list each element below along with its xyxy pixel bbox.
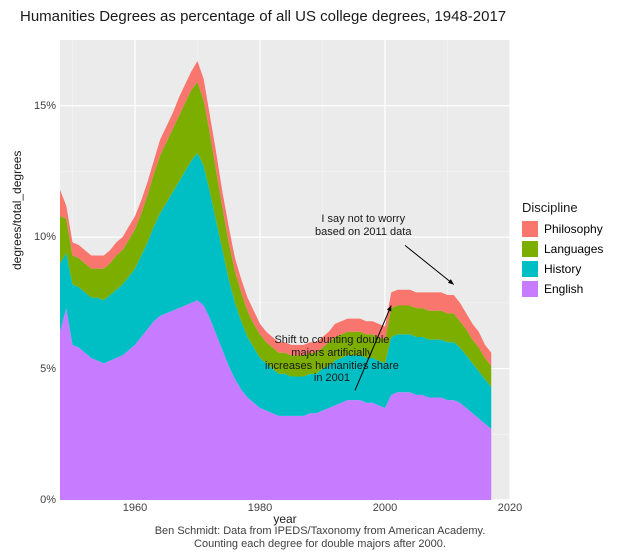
caption-line-1: Ben Schmidt: Data from IPEDS/Taxonomy fr… bbox=[155, 525, 486, 537]
chart-container: Humanities Degrees as percentage of all … bbox=[0, 0, 640, 556]
x-tick: 1960 bbox=[123, 502, 147, 514]
legend-swatch bbox=[522, 281, 538, 297]
y-tick: 0% bbox=[40, 494, 56, 506]
caption-line-2: Counting each degree for double majors a… bbox=[194, 538, 446, 550]
x-tick: 2020 bbox=[498, 502, 522, 514]
x-tick: 1980 bbox=[248, 502, 272, 514]
y-tick: 10% bbox=[34, 231, 56, 243]
legend-item-english: English bbox=[522, 281, 603, 297]
legend-item-philosophy: Philosophy bbox=[522, 221, 603, 237]
legend-label: Philosophy bbox=[544, 222, 603, 236]
area-chart-svg bbox=[60, 40, 510, 500]
legend-swatch bbox=[522, 261, 538, 277]
legend-swatch bbox=[522, 221, 538, 237]
legend-title: Discipline bbox=[522, 200, 603, 215]
x-tick: 2000 bbox=[373, 502, 397, 514]
chart-caption: Ben Schmidt: Data from IPEDS/Taxonomy fr… bbox=[0, 525, 640, 553]
legend-swatch bbox=[522, 241, 538, 257]
chart-title: Humanities Degrees as percentage of all … bbox=[20, 8, 506, 25]
annotation-text: I say not to worrybased on 2011 data bbox=[315, 213, 411, 238]
legend-label: History bbox=[544, 262, 581, 276]
y-tick: 15% bbox=[34, 100, 56, 112]
legend: Discipline Philosophy Languages History Eng… bbox=[522, 200, 603, 301]
y-tick: 5% bbox=[40, 363, 56, 375]
y-axis-label: degrees/total_degrees bbox=[10, 151, 24, 270]
plot-panel bbox=[60, 40, 510, 500]
annotation-text: Shift to counting doublemajors artificia… bbox=[265, 334, 399, 385]
legend-label: English bbox=[544, 282, 583, 296]
legend-item-languages: Languages bbox=[522, 241, 603, 257]
legend-item-history: History bbox=[522, 261, 603, 277]
legend-label: Languages bbox=[544, 242, 603, 256]
